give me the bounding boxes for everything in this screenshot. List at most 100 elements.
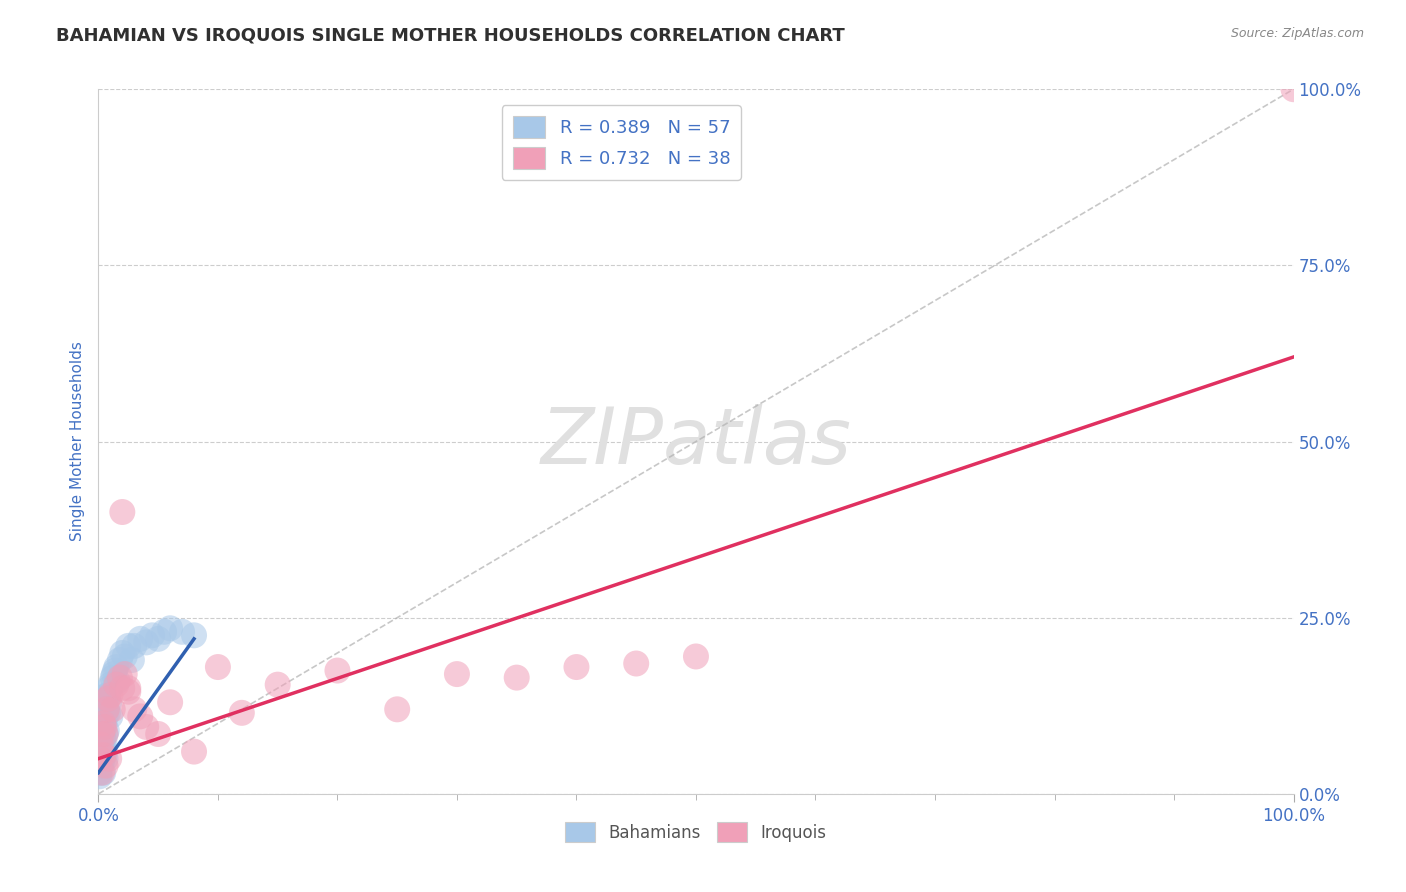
Point xyxy=(97,706,120,720)
Point xyxy=(93,748,115,763)
Point xyxy=(135,720,157,734)
Point xyxy=(91,723,114,738)
Point xyxy=(101,671,124,685)
Text: ZIPatlas: ZIPatlas xyxy=(540,403,852,480)
Point xyxy=(91,741,114,756)
Point xyxy=(141,628,163,642)
Point xyxy=(98,681,121,696)
Point xyxy=(129,709,152,723)
Point xyxy=(94,751,117,765)
Point xyxy=(326,664,349,678)
Point xyxy=(101,702,124,716)
Point xyxy=(98,709,122,723)
Point xyxy=(124,639,146,653)
Point xyxy=(91,748,114,763)
Point xyxy=(108,671,131,685)
Point xyxy=(124,702,146,716)
Point xyxy=(91,720,114,734)
Point xyxy=(565,660,588,674)
Point xyxy=(90,709,112,723)
Point xyxy=(94,727,117,741)
Point xyxy=(90,758,112,772)
Point xyxy=(135,635,157,649)
Point xyxy=(89,769,111,783)
Point xyxy=(96,702,118,716)
Point xyxy=(90,734,112,748)
Point xyxy=(506,671,529,685)
Point xyxy=(97,691,120,706)
Text: BAHAMIAN VS IROQUOIS SINGLE MOTHER HOUSEHOLDS CORRELATION CHART: BAHAMIAN VS IROQUOIS SINGLE MOTHER HOUSE… xyxy=(56,27,845,45)
Point xyxy=(446,667,468,681)
Point xyxy=(90,745,112,759)
Point xyxy=(148,727,170,741)
Point xyxy=(207,660,229,674)
Point xyxy=(117,639,139,653)
Point xyxy=(98,695,121,709)
Point xyxy=(90,716,112,731)
Point xyxy=(93,734,115,748)
Point xyxy=(231,706,253,720)
Point xyxy=(117,681,139,696)
Point xyxy=(183,745,205,759)
Point xyxy=(91,765,114,780)
Point xyxy=(94,695,117,709)
Point xyxy=(89,765,111,780)
Point xyxy=(91,738,114,752)
Point xyxy=(93,720,115,734)
Point xyxy=(129,632,152,646)
Point xyxy=(91,765,114,780)
Point xyxy=(91,734,114,748)
Point xyxy=(385,702,409,716)
Point xyxy=(267,678,290,692)
Point xyxy=(153,624,176,639)
Point xyxy=(108,653,131,667)
Point xyxy=(91,716,114,731)
Legend: Bahamians, Iroquois: Bahamians, Iroquois xyxy=(558,815,834,849)
Point xyxy=(91,748,114,763)
Point xyxy=(111,681,134,696)
Point xyxy=(91,695,114,709)
Point xyxy=(90,738,112,752)
Point xyxy=(93,716,115,731)
Point xyxy=(89,731,111,745)
Point xyxy=(626,657,648,671)
Y-axis label: Single Mother Households: Single Mother Households xyxy=(69,342,84,541)
Point xyxy=(148,632,170,646)
Point xyxy=(685,649,707,664)
Point xyxy=(94,727,117,741)
Point xyxy=(114,649,136,664)
Point xyxy=(91,745,114,759)
Point xyxy=(94,709,117,723)
Point xyxy=(96,702,118,716)
Point xyxy=(94,758,117,772)
Point xyxy=(104,664,127,678)
Point xyxy=(98,751,121,765)
Point xyxy=(183,628,205,642)
Point xyxy=(91,727,114,741)
Point xyxy=(96,688,118,702)
Point xyxy=(96,723,118,738)
Point xyxy=(159,695,181,709)
Point xyxy=(91,727,114,741)
Text: Source: ZipAtlas.com: Source: ZipAtlas.com xyxy=(1230,27,1364,40)
Point xyxy=(89,751,111,765)
Point xyxy=(93,702,115,716)
Point xyxy=(89,751,111,765)
Point xyxy=(111,505,134,519)
Point xyxy=(98,688,122,702)
Point xyxy=(105,660,128,674)
Point xyxy=(105,678,128,692)
Point xyxy=(107,674,129,689)
Point xyxy=(121,653,143,667)
Point xyxy=(91,755,114,769)
Point xyxy=(114,667,136,681)
Point xyxy=(103,667,125,681)
Point xyxy=(117,684,139,698)
Point xyxy=(1282,82,1305,96)
Point xyxy=(97,688,120,702)
Point xyxy=(98,678,122,692)
Point xyxy=(159,621,181,635)
Point xyxy=(111,646,134,660)
Point xyxy=(91,709,114,723)
Point xyxy=(172,624,194,639)
